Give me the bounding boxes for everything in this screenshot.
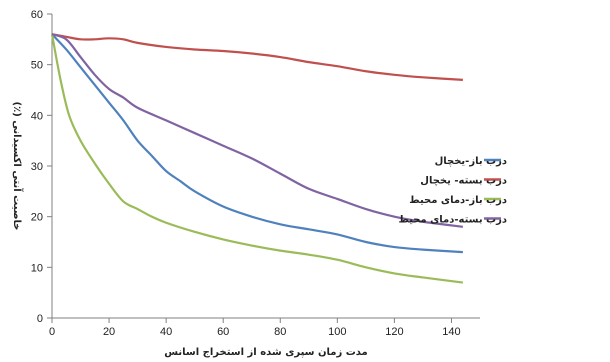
legend-label: درب باز-دمای محیط (409, 195, 507, 206)
y-tick-label: 30 (31, 161, 43, 173)
series-line-4 (51, 33, 464, 228)
x-tick-label: 120 (385, 326, 403, 338)
series-line-2 (51, 33, 463, 81)
x-tick-label: 80 (274, 326, 286, 338)
x-tick-label: 100 (328, 326, 346, 338)
ticks: 0 10 20 30 40 50 60 0 20 40 60 80 100 120 140 (31, 9, 461, 338)
y-tick-label: 60 (31, 9, 43, 21)
x-tick-label: 0 (49, 326, 55, 338)
y-tick-label: 50 (31, 60, 43, 72)
x-tick-label: 60 (217, 326, 229, 338)
series-lines (50, 33, 464, 284)
x-axis-title: مدت زمان سپری شده از استخراج اسانس (164, 347, 367, 358)
x-tick-label: 20 (103, 326, 115, 338)
series-line-3 (50, 34, 464, 284)
x-tick-label: 40 (160, 326, 172, 338)
legend-label: درب باز-یخچال (435, 156, 507, 167)
y-tick-label: 40 (31, 110, 43, 122)
y-tick-label: 10 (31, 262, 43, 274)
legend-label: درب بسته-دمای محیط (398, 215, 507, 226)
y-tick-label: 20 (31, 212, 43, 224)
legend-label: درب بسته- یخچال (420, 176, 507, 187)
y-axis-title: خاصیت آنتی اکسیدانی (٪) (11, 102, 24, 231)
legend: درب باز-یخچال درب بسته- یخچال درب باز-دمای… (398, 156, 507, 226)
x-tick-label: 140 (442, 326, 460, 338)
y-tick-label: 0 (37, 313, 43, 325)
series-line-1 (51, 33, 463, 254)
